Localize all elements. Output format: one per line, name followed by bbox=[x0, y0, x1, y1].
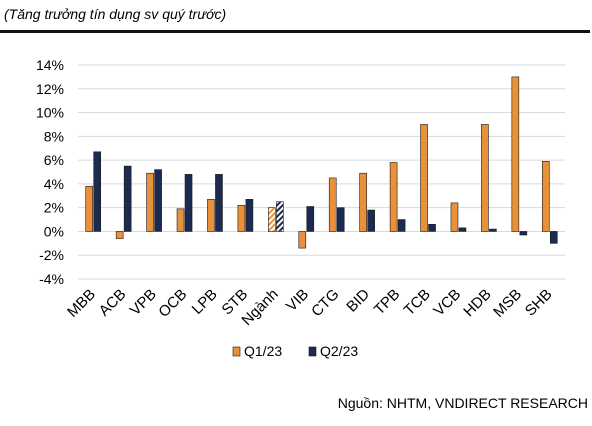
bar-q2-mbb bbox=[93, 151, 102, 232]
x-tick-label: MSB bbox=[490, 286, 525, 321]
bar-q1-msb bbox=[511, 76, 520, 232]
x-tick-label: CTG bbox=[308, 286, 342, 320]
title-divider bbox=[0, 30, 590, 33]
y-tick-label: -2% bbox=[39, 247, 64, 263]
legend: Q1/23 Q2/23 bbox=[232, 343, 358, 359]
x-tick-label: VCB bbox=[430, 286, 464, 320]
x-tick-label: LPB bbox=[189, 286, 221, 318]
x-tick-label: TPB bbox=[371, 286, 404, 319]
bar-q1-hdb bbox=[481, 124, 489, 232]
y-tick-label: 8% bbox=[44, 128, 64, 144]
bar-q1-vib bbox=[298, 231, 307, 249]
x-tick-label: ACB bbox=[96, 286, 130, 320]
bar-q2-ctg bbox=[336, 207, 345, 232]
y-tick-label: 2% bbox=[44, 200, 64, 216]
bar-q2-bid bbox=[367, 209, 375, 232]
bar-q1-bid bbox=[359, 172, 367, 232]
bar-q1-shb bbox=[541, 161, 550, 232]
y-axis-tick-labels: -4% -2% 0% 2% 4% 6% 8% 10% 12% 14% bbox=[36, 57, 64, 287]
bar-q1-vcb bbox=[450, 202, 459, 232]
y-tick-label: 12% bbox=[36, 81, 64, 97]
bar-q2-ngành bbox=[276, 201, 284, 232]
bar-q1-ctg bbox=[328, 177, 337, 232]
x-tick-label: TCB bbox=[401, 286, 434, 319]
bar-q2-tpb bbox=[397, 219, 406, 232]
y-tick-label: -4% bbox=[39, 271, 64, 287]
bar-q1-ngành bbox=[268, 207, 276, 232]
y-tick-label: 4% bbox=[44, 176, 64, 192]
y-tick-label: 14% bbox=[36, 57, 64, 73]
x-tick-label: MBB bbox=[64, 286, 99, 321]
bar-q1-lpb bbox=[207, 199, 215, 232]
bar-q1-vpb bbox=[146, 172, 154, 232]
y-tick-label: 6% bbox=[44, 152, 64, 168]
legend-swatch-q2 bbox=[308, 346, 317, 357]
x-tick-label: BID bbox=[343, 286, 373, 316]
legend-label: Q2/23 bbox=[320, 343, 358, 359]
legend-swatch-q1 bbox=[232, 346, 241, 357]
bar-q1-mbb bbox=[85, 185, 94, 232]
bar-q1-acb bbox=[115, 231, 124, 239]
legend-label: Q1/23 bbox=[244, 343, 282, 359]
x-tick-label: SHB bbox=[522, 286, 556, 320]
bar-chart: -4% -2% 0% 2% 4% 6% 8% 10% 12% 14% MBBACBVPBOCBLP… bbox=[36, 57, 565, 359]
chart-title: (Tăng trưởng tín dụng sv quý trước) bbox=[4, 6, 227, 22]
bar-q2-tcb bbox=[428, 224, 436, 232]
x-tick-label: VIB bbox=[283, 286, 312, 315]
bar-q2-acb bbox=[123, 165, 132, 232]
bar-q1-tcb bbox=[420, 124, 428, 232]
y-tick-label: 0% bbox=[44, 223, 64, 239]
bars bbox=[85, 76, 558, 249]
bar-q1-ocb bbox=[176, 208, 185, 232]
gridlines bbox=[78, 64, 565, 280]
x-tick-label: HDB bbox=[460, 286, 494, 320]
bar-q2-ocb bbox=[184, 174, 193, 232]
bar-q1-stb bbox=[237, 204, 246, 232]
bar-q2-hdb bbox=[489, 228, 497, 232]
x-tick-label: VPB bbox=[127, 286, 160, 319]
bar-q2-lpb bbox=[215, 174, 223, 232]
bar-q2-vib bbox=[306, 206, 315, 232]
bar-q2-vpb bbox=[154, 169, 162, 232]
bar-q2-shb bbox=[549, 231, 558, 244]
bar-q1-tpb bbox=[389, 162, 398, 232]
bar-q2-vcb bbox=[458, 227, 467, 232]
x-tick-label: OCB bbox=[155, 286, 190, 321]
bar-q2-msb bbox=[519, 231, 528, 236]
source-note: Nguồn: NHTM, VNDIRECT RESEARCH bbox=[337, 395, 588, 411]
y-tick-label: 10% bbox=[36, 105, 64, 121]
bar-q2-stb bbox=[245, 199, 254, 232]
